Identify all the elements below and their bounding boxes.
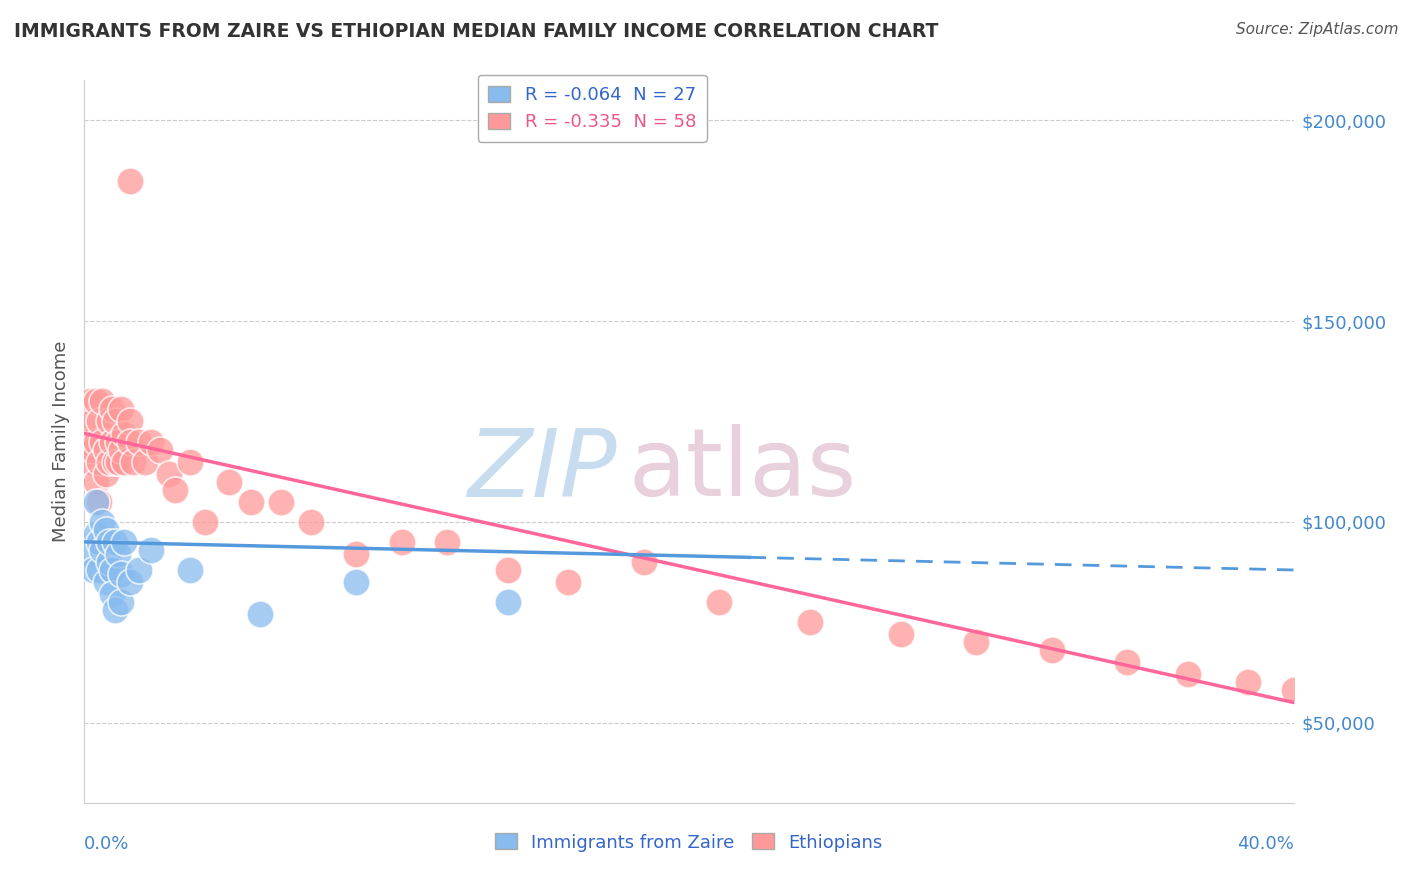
Point: [557, 574, 579, 589]
Point: [91, 434, 114, 449]
Point: [1116, 655, 1139, 669]
Point: [1282, 683, 1305, 698]
Point: [436, 534, 458, 549]
Point: [391, 534, 413, 549]
Point: [107, 547, 129, 561]
Point: [91, 394, 114, 409]
Text: IMMIGRANTS FROM ZAIRE VS ETHIOPIAN MEDIAN FAMILY INCOME CORRELATION CHART: IMMIGRANTS FROM ZAIRE VS ETHIOPIAN MEDIA…: [14, 22, 938, 41]
Point: [128, 434, 150, 449]
Point: [79, 454, 101, 468]
Point: [100, 434, 122, 449]
Point: [194, 515, 217, 529]
Point: [121, 454, 143, 468]
Point: [110, 402, 132, 417]
Point: [89, 534, 111, 549]
Point: [239, 494, 262, 508]
Point: [86, 526, 108, 541]
Point: [104, 534, 127, 549]
Point: [112, 534, 135, 549]
Point: [118, 434, 141, 449]
Point: [1237, 675, 1260, 690]
Point: [94, 467, 117, 481]
Point: [94, 574, 117, 589]
Point: [118, 173, 141, 187]
Point: [709, 595, 731, 609]
Point: [86, 494, 108, 508]
Point: [149, 442, 172, 457]
Point: [86, 434, 108, 449]
Point: [110, 442, 132, 457]
Point: [134, 454, 156, 468]
Point: [249, 607, 271, 621]
Point: [157, 467, 180, 481]
Point: [118, 574, 141, 589]
Point: [91, 515, 114, 529]
Point: [1040, 643, 1063, 657]
Point: [110, 567, 132, 582]
Point: [112, 426, 135, 441]
Point: [112, 454, 135, 468]
Point: [94, 523, 117, 537]
Point: [633, 555, 655, 569]
Text: Source: ZipAtlas.com: Source: ZipAtlas.com: [1236, 22, 1399, 37]
Point: [299, 515, 322, 529]
Point: [139, 542, 162, 557]
Point: [89, 563, 111, 577]
Point: [104, 603, 127, 617]
Point: [97, 555, 120, 569]
Text: atlas: atlas: [628, 425, 856, 516]
Point: [496, 595, 519, 609]
Point: [94, 442, 117, 457]
Point: [89, 414, 111, 428]
Point: [179, 454, 201, 468]
Point: [82, 563, 104, 577]
Point: [100, 563, 122, 577]
Text: 40.0%: 40.0%: [1237, 835, 1294, 853]
Point: [89, 494, 111, 508]
Point: [104, 414, 127, 428]
Point: [139, 434, 162, 449]
Point: [218, 475, 240, 489]
Point: [165, 483, 187, 497]
Point: [346, 547, 368, 561]
Point: [86, 475, 108, 489]
Point: [97, 414, 120, 428]
Point: [270, 494, 292, 508]
Point: [100, 402, 122, 417]
Point: [91, 542, 114, 557]
Point: [346, 574, 368, 589]
Legend: Immigrants from Zaire, Ethiopians: Immigrants from Zaire, Ethiopians: [488, 826, 890, 859]
Point: [107, 434, 129, 449]
Point: [179, 563, 201, 577]
Point: [79, 547, 101, 561]
Point: [89, 454, 111, 468]
Point: [82, 442, 104, 457]
Point: [79, 394, 101, 409]
Point: [107, 454, 129, 468]
Point: [965, 635, 987, 649]
Point: [97, 454, 120, 468]
Point: [1177, 667, 1199, 681]
Point: [110, 595, 132, 609]
Y-axis label: Median Family Income: Median Family Income: [52, 341, 70, 542]
Point: [86, 394, 108, 409]
Point: [496, 563, 519, 577]
Point: [118, 414, 141, 428]
Point: [97, 534, 120, 549]
Point: [104, 454, 127, 468]
Text: 0.0%: 0.0%: [84, 835, 129, 853]
Point: [128, 563, 150, 577]
Point: [100, 587, 122, 601]
Text: ZIP: ZIP: [467, 425, 616, 516]
Point: [76, 434, 98, 449]
Point: [799, 615, 821, 630]
Point: [890, 627, 912, 641]
Point: [82, 414, 104, 428]
